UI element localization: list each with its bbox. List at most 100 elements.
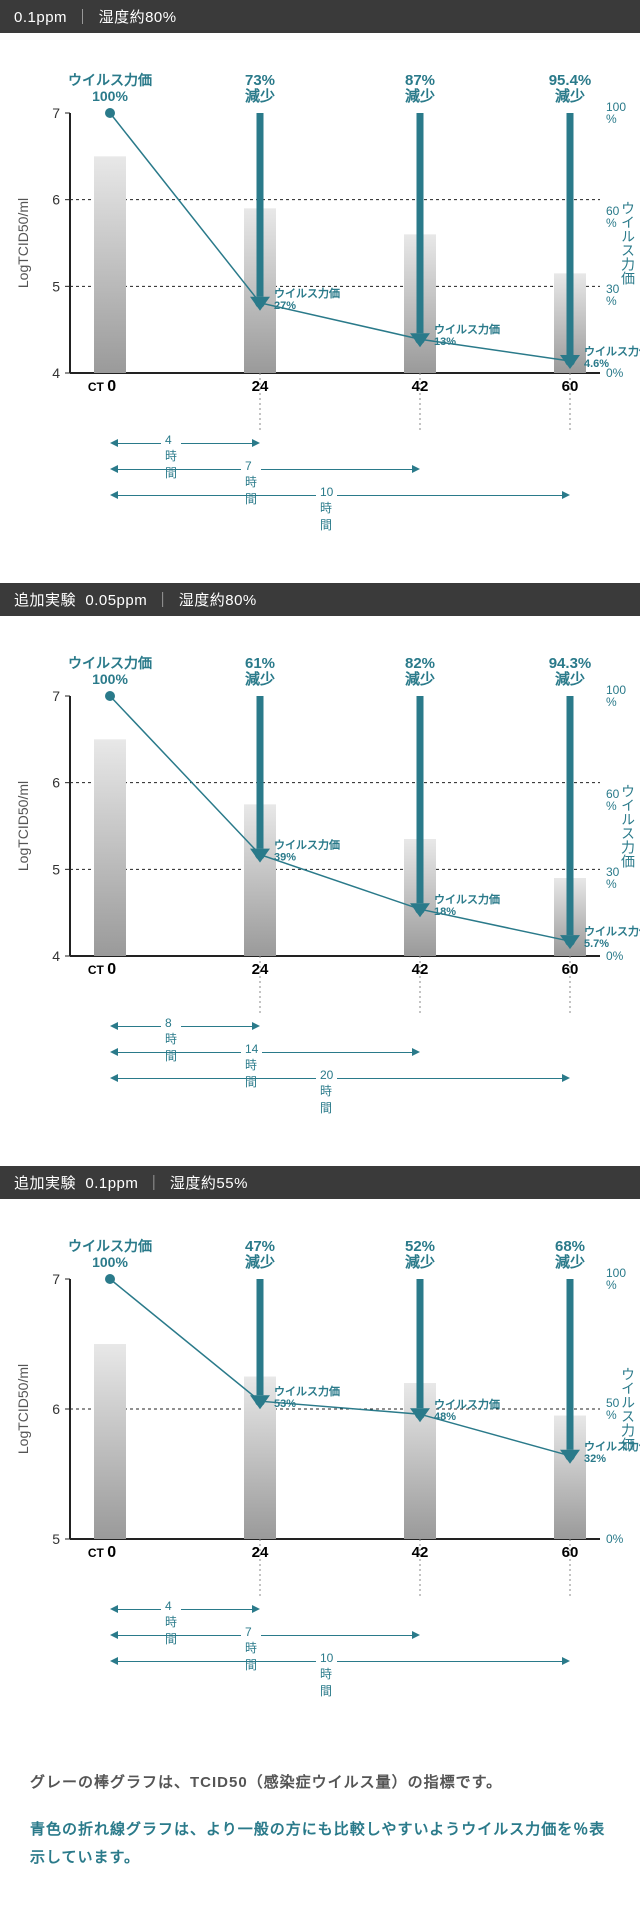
header-ppm: 0.1ppm [14, 9, 67, 26]
reduce-label: 47% [245, 1238, 275, 1255]
x-tick: CT 0 [88, 961, 116, 978]
header-humidity: 湿度約80% [179, 592, 257, 609]
remain-label: 39% [274, 852, 296, 864]
arrow-right-icon [562, 491, 570, 499]
chart-header: 0.1ppm ｜ 湿度約80% [0, 0, 640, 33]
timeline-label: 7時間 [241, 459, 261, 507]
reduce-label: 減少 [245, 87, 275, 105]
reduce-label: 87% [405, 72, 435, 89]
line-series [110, 113, 570, 361]
bar [94, 1344, 126, 1539]
timeline-label: 20時間 [316, 1068, 337, 1116]
arrow-right-icon [562, 1657, 570, 1665]
reduce-label: 52% [405, 1238, 435, 1255]
y-left-label: LogTCID50/ml [15, 198, 31, 288]
arrow-right-icon [412, 1048, 420, 1056]
timeline: 4時間7時間10時間 [70, 1599, 600, 1689]
remain-label: ウイルス力価 [434, 322, 500, 336]
y-left-tick: 4 [52, 365, 60, 381]
chart-plot: 4567LogTCID50/ml0%30%60%100%ウイルス力価CT 024… [0, 53, 640, 433]
arrow-right-icon [412, 465, 420, 473]
separator-icon: ｜ [155, 592, 171, 609]
reduce-label: 減少 [405, 87, 435, 105]
arrow-right-icon [252, 439, 260, 447]
remain-label: 4.6% [584, 358, 609, 370]
reduce-label: 94.3% [549, 655, 592, 672]
y-left-tick: 5 [52, 278, 60, 294]
remain-label: ウイルス力価 [434, 1397, 500, 1411]
y-left-label: LogTCID50/ml [15, 1364, 31, 1454]
x-tick: CT 0 [88, 378, 116, 395]
chart-block: 追加実験 0.1ppm｜湿度約55%567LogTCID50/ml0%50%10… [0, 1166, 640, 1689]
x-tick: 24 [252, 1544, 269, 1561]
x-tick: 60 [562, 961, 579, 978]
reduce-label: 減少 [405, 670, 435, 688]
line-point [255, 298, 265, 308]
footer-line-desc: 青色の折れ線グラフは、より一般の方にも比較しやすいようウイルス力価を％表示してい… [30, 1816, 610, 1873]
line-point [105, 1274, 115, 1284]
x-tick: 42 [412, 378, 429, 395]
initial-label: ウイルス力価 [68, 655, 152, 671]
y-right-label: ウイルス力価 [620, 1367, 636, 1451]
separator-icon: ｜ [75, 9, 91, 26]
header-ppm: 0.05ppm [85, 592, 147, 609]
x-tick: 60 [562, 378, 579, 395]
y-right-tick: % [606, 799, 617, 813]
remain-label: 5.7% [584, 938, 609, 950]
timeline-label: 10時間 [316, 485, 337, 533]
y-left-tick: 5 [52, 1531, 60, 1547]
x-tick: 24 [252, 378, 269, 395]
bar [94, 739, 126, 956]
reduce-label: 減少 [555, 670, 585, 688]
timeline: 4時間7時間10時間 [70, 433, 600, 523]
remain-label: ウイルス力価 [584, 1439, 640, 1453]
line-point [415, 1409, 425, 1419]
header-prefix: 追加実験 [14, 1175, 76, 1192]
reduce-label: 61% [245, 655, 275, 672]
line-point [105, 691, 115, 701]
x-tick: 24 [252, 961, 269, 978]
timeline-label: 4時間 [161, 433, 181, 481]
reduce-label: 減少 [405, 1253, 435, 1271]
timeline-label: 10時間 [316, 1651, 337, 1699]
header-prefix: 追加実験 [14, 592, 76, 609]
x-tick: 60 [562, 1544, 579, 1561]
line-point [255, 850, 265, 860]
y-right-tick: % [606, 1408, 617, 1422]
x-tick: CT 0 [88, 1544, 116, 1561]
reduce-label: 82% [405, 655, 435, 672]
arrow-right-icon [252, 1605, 260, 1613]
chart-plot: 4567LogTCID50/ml0%30%60%100%ウイルス力価CT 024… [0, 636, 640, 1016]
timeline-label: 14時間 [241, 1042, 262, 1090]
y-right-label: ウイルス力価 [620, 201, 636, 285]
arrow-right-icon [562, 1074, 570, 1082]
reduce-label: 73% [245, 72, 275, 89]
chart-block: 0.1ppm｜湿度約80%4567LogTCID50/ml0%30%60%100… [0, 0, 640, 523]
footer-bar-desc: グレーの棒グラフは、TCID50（感染症ウイルス量）の指標です。 [30, 1769, 610, 1798]
remain-label: ウイルス力価 [584, 924, 640, 938]
x-tick: 42 [412, 961, 429, 978]
y-right-tick: % [606, 695, 617, 709]
timeline: 8時間14時間20時間 [70, 1016, 600, 1106]
y-left-tick: 4 [52, 948, 60, 964]
y-left-tick: 7 [52, 1271, 60, 1287]
chart-plot: 567LogTCID50/ml0%50%100%ウイルス力価CT 0244260… [0, 1219, 640, 1599]
reduce-label: 減少 [245, 670, 275, 688]
initial-label: ウイルス力価 [68, 72, 152, 88]
header-humidity: 湿度約80% [99, 9, 177, 26]
remain-label: ウイルス力価 [434, 892, 500, 906]
line-point [565, 1451, 575, 1461]
initial-label: 100% [92, 1254, 128, 1270]
reduce-label: 68% [555, 1238, 585, 1255]
timeline-label: 8時間 [161, 1016, 181, 1064]
remain-label: ウイルス力価 [584, 344, 640, 358]
chart-block: 追加実験 0.05ppm｜湿度約80%4567LogTCID50/ml0%30%… [0, 583, 640, 1106]
y-right-label: ウイルス力価 [620, 784, 636, 868]
chart-header: 追加実験 0.05ppm ｜ 湿度約80% [0, 583, 640, 616]
chart-header: 追加実験 0.1ppm｜湿度約55% [0, 1166, 640, 1199]
footer-note: グレーの棒グラフは、TCID50（感染症ウイルス量）の指標です。 青色の折れ線グ… [0, 1749, 640, 1913]
y-left-tick: 6 [52, 192, 60, 208]
remain-label: ウイルス力価 [274, 838, 340, 852]
header-humidity: 湿度約55% [170, 1175, 248, 1192]
line-point [415, 904, 425, 914]
